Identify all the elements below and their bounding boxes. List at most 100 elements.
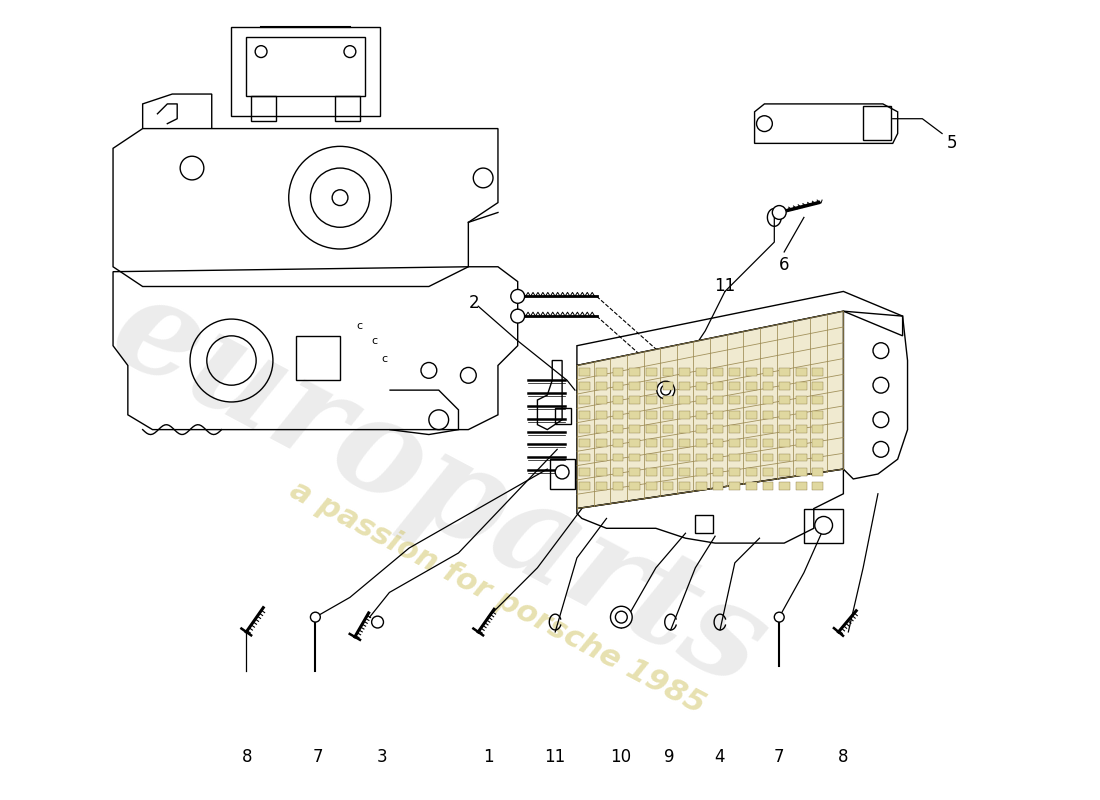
Bar [713, 425, 724, 433]
Bar [746, 382, 757, 390]
Bar [596, 382, 607, 390]
Bar [696, 425, 707, 433]
Bar [662, 468, 673, 476]
Bar [646, 425, 657, 433]
Bar [795, 368, 806, 375]
Bar [762, 468, 773, 476]
Text: 8: 8 [242, 748, 253, 766]
Bar [646, 468, 657, 476]
Bar [679, 468, 690, 476]
Circle shape [774, 612, 784, 622]
Bar [580, 382, 591, 390]
Bar [795, 425, 806, 433]
Bar [613, 468, 624, 476]
Bar [813, 425, 823, 433]
Bar [629, 410, 640, 418]
Bar [813, 454, 823, 462]
Text: 10: 10 [609, 748, 631, 766]
Bar [629, 439, 640, 447]
Bar [762, 482, 773, 490]
Bar [613, 368, 624, 375]
Bar [613, 425, 624, 433]
Bar [662, 425, 673, 433]
Circle shape [310, 612, 320, 622]
Bar [762, 368, 773, 375]
Bar [580, 410, 591, 418]
Bar [729, 468, 740, 476]
Bar [713, 410, 724, 418]
Bar [795, 382, 806, 390]
Bar [762, 410, 773, 418]
Bar [729, 382, 740, 390]
Bar [596, 410, 607, 418]
Bar [696, 482, 707, 490]
Bar [629, 482, 640, 490]
Bar [746, 425, 757, 433]
Bar [746, 439, 757, 447]
Circle shape [610, 606, 632, 628]
Bar [762, 425, 773, 433]
Bar [746, 482, 757, 490]
Circle shape [873, 412, 889, 428]
Bar [779, 468, 790, 476]
Bar [779, 382, 790, 390]
Bar [646, 454, 657, 462]
Bar [795, 439, 806, 447]
Circle shape [657, 382, 674, 399]
Text: 3: 3 [377, 748, 388, 766]
Text: 9: 9 [664, 748, 675, 766]
Bar [813, 468, 823, 476]
Bar [813, 410, 823, 418]
Bar [795, 482, 806, 490]
Bar [679, 410, 690, 418]
Text: 1: 1 [483, 748, 494, 766]
Bar [779, 439, 790, 447]
Bar [695, 515, 713, 534]
Bar [713, 468, 724, 476]
Bar [696, 368, 707, 375]
Bar [779, 454, 790, 462]
Bar [662, 482, 673, 490]
Circle shape [815, 517, 833, 534]
Bar [580, 368, 591, 375]
Text: 2: 2 [469, 294, 480, 312]
Bar [679, 439, 690, 447]
Text: 6: 6 [779, 256, 790, 274]
Text: europarts: europarts [90, 263, 786, 715]
Text: a passion for porsche 1985: a passion for porsche 1985 [286, 475, 711, 719]
Bar [596, 454, 607, 462]
Text: c: c [372, 336, 377, 346]
Circle shape [873, 442, 889, 458]
Bar [729, 368, 740, 375]
Circle shape [873, 378, 889, 393]
Bar [613, 439, 624, 447]
Bar [729, 425, 740, 433]
Bar [580, 482, 591, 490]
Bar [629, 468, 640, 476]
Bar [713, 482, 724, 490]
Bar [231, 27, 380, 116]
Bar [795, 410, 806, 418]
Text: 4: 4 [714, 748, 724, 766]
Bar [762, 382, 773, 390]
Bar [813, 382, 823, 390]
Bar [804, 509, 844, 543]
Bar [580, 468, 591, 476]
Bar [713, 396, 724, 404]
Bar [813, 396, 823, 404]
Bar [629, 425, 640, 433]
Bar [580, 396, 591, 404]
Bar [580, 454, 591, 462]
Bar [580, 425, 591, 433]
Bar [629, 368, 640, 375]
Bar [613, 454, 624, 462]
Bar [662, 382, 673, 390]
Bar [779, 368, 790, 375]
Bar [762, 396, 773, 404]
Text: 11: 11 [714, 278, 736, 295]
Bar [596, 482, 607, 490]
Bar [251, 96, 276, 121]
Bar [746, 454, 757, 462]
Bar [629, 454, 640, 462]
Bar [679, 396, 690, 404]
